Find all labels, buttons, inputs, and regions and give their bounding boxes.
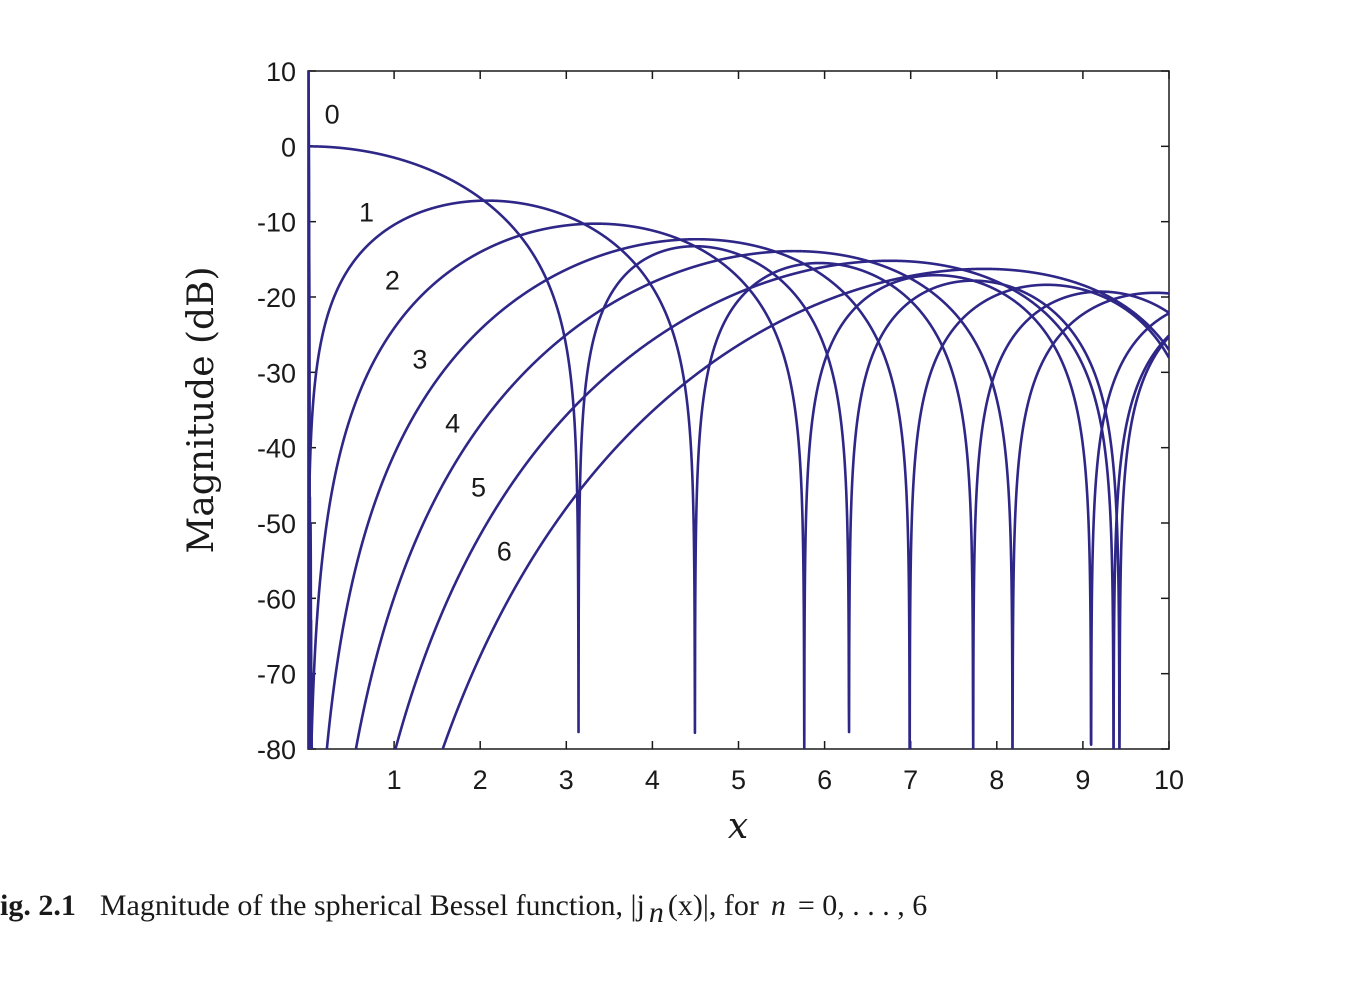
series-line-n3 bbox=[325, 237, 1169, 749]
y-tick-label: -30 bbox=[257, 358, 296, 388]
x-tick-label: 9 bbox=[1075, 765, 1090, 795]
series-group bbox=[308, 71, 1169, 749]
curve-label-n0: 0 bbox=[325, 100, 340, 130]
caption-text-mid: (x)|, for bbox=[668, 889, 759, 922]
x-tick-label: 10 bbox=[1154, 765, 1184, 795]
x-tick-label: 8 bbox=[989, 765, 1004, 795]
caption-text: Magnitude of the spherical Bessel functi… bbox=[100, 889, 645, 922]
curve-labels: 0 1 2 3 4 5 6 bbox=[325, 100, 512, 567]
x-tick-label: 5 bbox=[731, 765, 746, 795]
x-tick-label: 1 bbox=[387, 765, 402, 795]
caption-variable: n bbox=[771, 889, 786, 922]
series-line-n5 bbox=[308, 95, 1169, 749]
x-tick-label: 2 bbox=[473, 765, 488, 795]
curve-label-n5: 5 bbox=[471, 473, 486, 503]
x-tick-label: 6 bbox=[817, 765, 832, 795]
y-tick-label: -80 bbox=[257, 735, 296, 765]
curve-label-n4: 4 bbox=[445, 409, 460, 439]
series-line-n2 bbox=[310, 222, 1169, 749]
y-tick-label: -50 bbox=[257, 509, 296, 539]
curve-label-n2: 2 bbox=[385, 265, 400, 295]
curve-label-n3: 3 bbox=[412, 345, 427, 375]
series-line-n0 bbox=[308, 145, 1169, 749]
series-line-n6 bbox=[308, 71, 1169, 749]
caption-label: ig. 2.1 bbox=[0, 889, 76, 922]
y-tick-label: -70 bbox=[257, 660, 296, 690]
figure-caption: ig. 2.1 Magnitude of the spherical Besse… bbox=[0, 889, 927, 929]
y-axis-title: Magnitude (dB) bbox=[181, 266, 222, 553]
curve-label-n6: 6 bbox=[497, 537, 512, 567]
caption-text-end: = 0, . . . , 6 bbox=[798, 889, 927, 922]
y-tick-label: -40 bbox=[257, 434, 296, 464]
caption-subscript: n bbox=[649, 896, 664, 929]
y-tick-label: 10 bbox=[266, 57, 296, 87]
series-line-n4 bbox=[308, 249, 1169, 749]
y-tick-label: -20 bbox=[257, 283, 296, 313]
x-tick-label: 3 bbox=[559, 765, 574, 795]
x-tick-label: 7 bbox=[903, 765, 918, 795]
x-tick-label: 4 bbox=[645, 765, 660, 795]
y-tick-label: 0 bbox=[281, 132, 296, 162]
y-tick-label: -60 bbox=[257, 584, 296, 614]
curve-label-n1: 1 bbox=[359, 198, 374, 228]
y-tick-label: -10 bbox=[257, 208, 296, 238]
x-axis-title: x bbox=[728, 806, 748, 847]
svg-text:ig. 2.1 Magnitude of the: ig. 2.1 Magnitude of the spherical Besse… bbox=[0, 889, 927, 929]
series-line-n1 bbox=[308, 199, 1169, 749]
